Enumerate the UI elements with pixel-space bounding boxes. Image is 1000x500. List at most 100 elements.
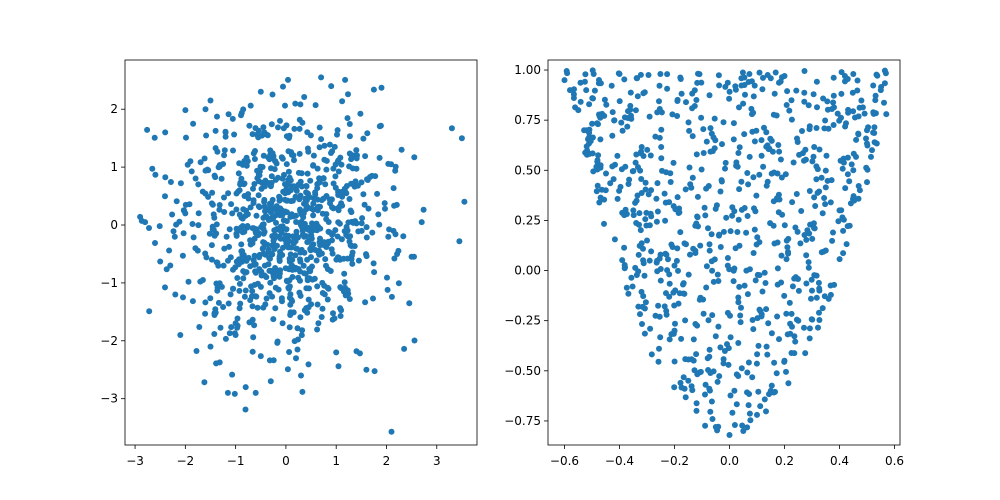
scatter-point (706, 353, 713, 360)
y-tick-label: 0.75 (514, 113, 541, 127)
scatter-point (261, 183, 268, 190)
scatter-point (214, 148, 221, 155)
scatter-point (221, 245, 228, 252)
scatter-point (736, 144, 743, 151)
scatter-point (285, 168, 292, 175)
x-tick-label: −0.2 (660, 454, 689, 468)
scatter-point (843, 241, 850, 248)
scatter-point (300, 262, 307, 269)
scatter-point (301, 94, 308, 100)
scatter-point (289, 274, 296, 280)
scatter-point (360, 191, 367, 198)
scatter-point (745, 359, 752, 366)
scatter-point (212, 127, 219, 134)
scatter-point (190, 120, 197, 127)
scatter-point (746, 71, 753, 77)
scatter-point (693, 351, 700, 358)
scatter-point (642, 179, 649, 186)
scatter-point (329, 316, 336, 323)
scatter-point (298, 183, 305, 190)
scatter-point (621, 76, 628, 83)
scatter-point (648, 248, 655, 255)
scatter-point (357, 110, 364, 117)
scatter-point (730, 136, 737, 143)
scatter-point (337, 313, 344, 319)
scatter-point (741, 131, 748, 138)
scatter-point (710, 134, 717, 141)
scatter-point (810, 91, 817, 98)
scatter-point (329, 204, 335, 211)
scatter-point (376, 221, 383, 228)
scatter-point (593, 188, 600, 195)
scatter-point (732, 86, 739, 93)
scatter-point (674, 194, 681, 201)
scatter-point (788, 310, 795, 317)
scatter-point (294, 245, 301, 252)
scatter-point (735, 373, 742, 379)
scatter-point (305, 148, 312, 155)
scatter-point (249, 348, 256, 355)
scatter-point (788, 116, 795, 123)
scatter-point (735, 340, 742, 346)
scatter-point (211, 331, 218, 337)
scatter-point (583, 87, 590, 94)
scatter-point (731, 265, 738, 272)
scatter-point (311, 226, 318, 233)
scatter-point (277, 251, 284, 258)
scatter-point (816, 285, 823, 292)
scatter-point (654, 180, 661, 187)
scatter-point (685, 377, 692, 384)
scatter-point (881, 67, 888, 74)
scatter-point (180, 294, 186, 301)
scatter-point (873, 140, 880, 147)
scatter-point (834, 110, 841, 117)
scatter-point (227, 291, 234, 298)
scatter-point (250, 334, 257, 341)
scatter-point (601, 220, 607, 227)
scatter-point (152, 240, 158, 246)
scatter-point (689, 133, 696, 140)
scatter-point (229, 115, 236, 122)
scatter-point (682, 317, 689, 324)
scatter-point (716, 232, 722, 239)
scatter-point (162, 174, 169, 181)
scatter-point (752, 277, 759, 284)
scatter-point (708, 258, 715, 265)
scatter-point (209, 189, 216, 196)
scatter-point (700, 310, 707, 317)
scatter-point (696, 296, 703, 303)
scatter-point (283, 133, 290, 140)
scatter-point (349, 260, 356, 267)
scatter-point (330, 180, 337, 187)
scatter-point (292, 100, 299, 107)
scatter-point (257, 353, 264, 360)
scatter-point (864, 166, 871, 173)
x-tick-label: −0.4 (605, 454, 634, 468)
scatter-point (365, 205, 372, 212)
scatter-point (256, 254, 263, 261)
scatter-point (233, 258, 240, 265)
scatter-point (633, 151, 640, 158)
scatter-point (754, 411, 760, 418)
scatter-point (283, 218, 290, 225)
scatter-point (820, 95, 827, 102)
scatter-point (740, 428, 747, 434)
scatter-point (348, 151, 355, 158)
scatter-point (714, 271, 721, 278)
scatter-point (225, 300, 232, 307)
scatter-point (640, 257, 647, 264)
scatter-point (222, 133, 229, 140)
scatter-point (788, 97, 795, 104)
scatter-point (768, 330, 775, 337)
scatter-point (736, 283, 743, 290)
scatter-point (619, 127, 626, 134)
scatter-point (285, 238, 292, 245)
scatter-point (391, 255, 398, 262)
y-tick-label: 0 (110, 218, 118, 232)
scatter-point (302, 270, 309, 277)
scatter-point (703, 185, 710, 192)
scatter-point (265, 154, 272, 161)
scatter-point (356, 350, 363, 357)
scatter-point (666, 280, 673, 287)
scatter-point (675, 300, 682, 307)
